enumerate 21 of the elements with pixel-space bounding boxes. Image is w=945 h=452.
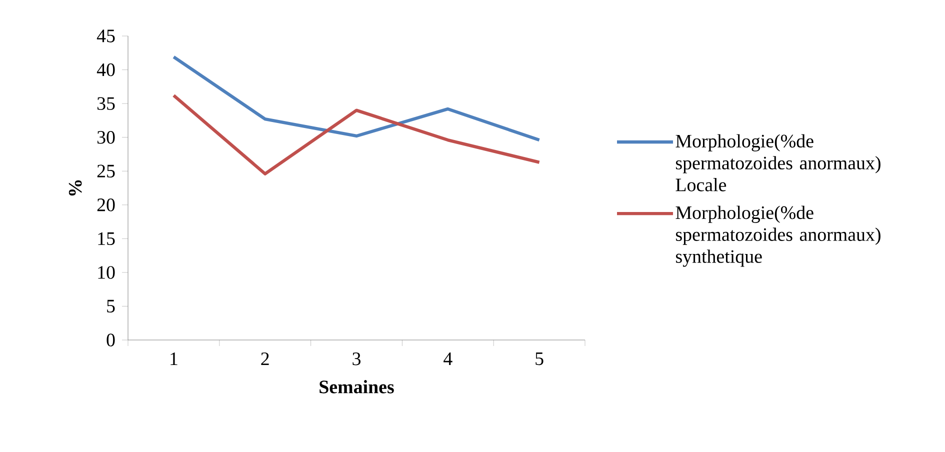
x-tick-label: 2: [261, 352, 269, 366]
y-tick-label: 45: [96, 30, 115, 42]
x-tick-label: 5: [536, 352, 544, 366]
y-tick-label: 35: [97, 97, 115, 110]
y-tick-label: 15: [98, 232, 115, 246]
x-tick-label: 4: [444, 352, 452, 365]
y-tick-label: 30: [97, 130, 115, 144]
line-series: [172, 55, 541, 142]
x-tick-label: 3: [352, 352, 360, 366]
legend-label: Morphologie(%de spermatozoides anormaux) synthetique: [676, 206, 880, 267]
y-tick-label: 40: [96, 63, 115, 76]
y-tick-label: 10: [98, 266, 115, 279]
legend-label: Morphologie(%de spermatozoides anormaux) Locale: [676, 134, 880, 192]
y-axis-title: %: [68, 180, 82, 196]
y-tick-label: 0: [106, 334, 115, 346]
y-tick-label: 20: [97, 198, 115, 212]
x-tick-label: 1: [170, 352, 178, 366]
x-axis-title: Semaines: [320, 380, 394, 394]
line-series: [172, 94, 541, 176]
y-tick-label: 5: [107, 300, 115, 313]
y-tick-label: 25: [97, 164, 115, 178]
